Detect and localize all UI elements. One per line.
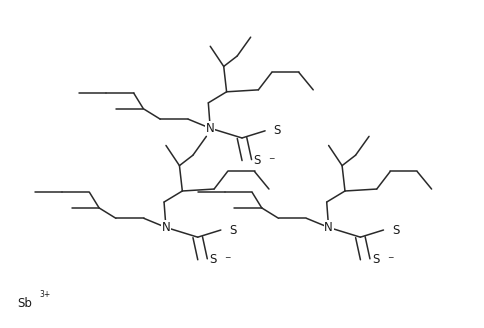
Text: −: − — [224, 253, 230, 262]
Text: S: S — [392, 223, 399, 236]
Text: S: S — [210, 253, 217, 266]
Text: N: N — [206, 122, 214, 135]
Text: 3+: 3+ — [40, 290, 51, 299]
Text: N: N — [162, 221, 170, 234]
Text: S: S — [273, 124, 281, 137]
Text: S: S — [372, 253, 379, 266]
Text: −: − — [387, 253, 393, 262]
Text: S: S — [229, 223, 237, 236]
Text: Sb: Sb — [17, 297, 31, 310]
Text: N: N — [324, 221, 333, 234]
Text: −: − — [269, 154, 275, 163]
Text: S: S — [254, 154, 261, 167]
